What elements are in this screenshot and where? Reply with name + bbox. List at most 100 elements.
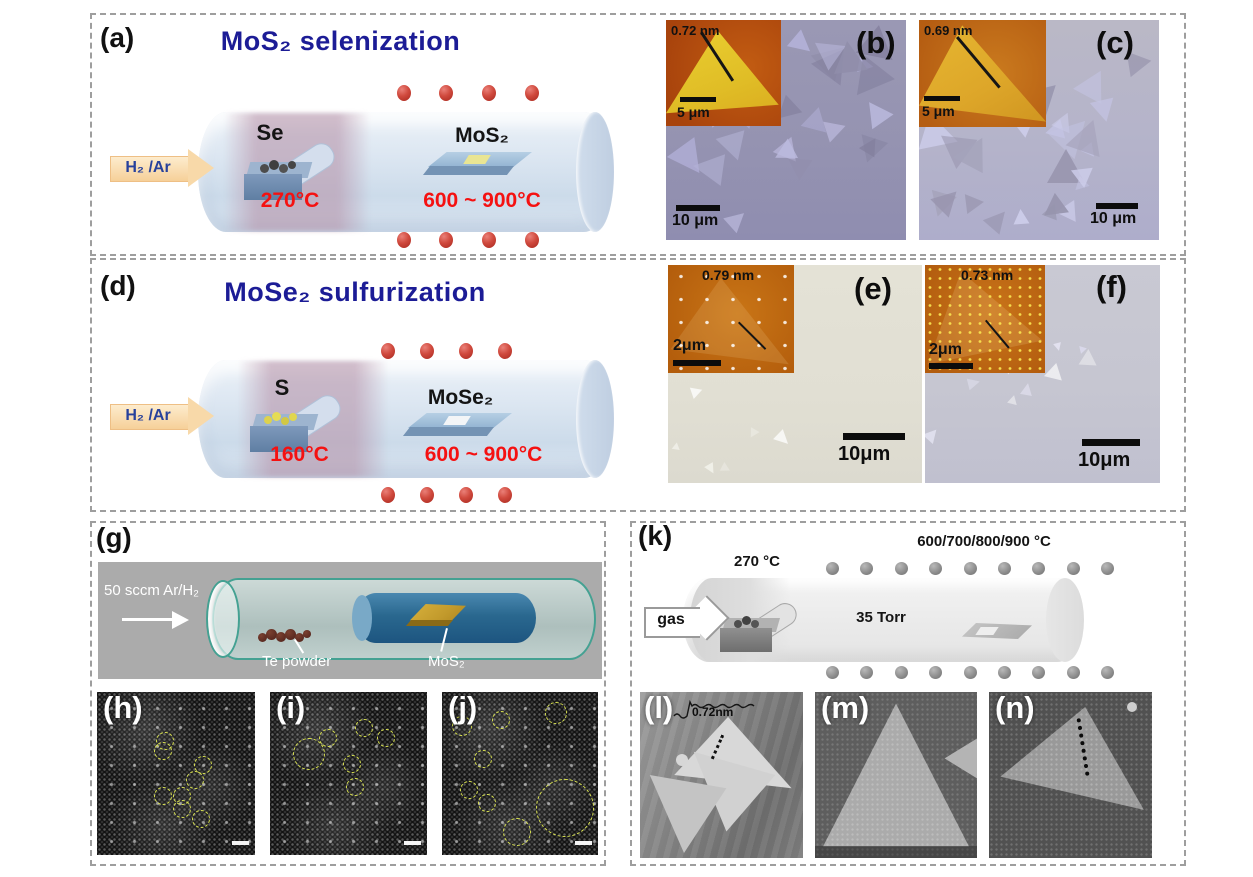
panel-n-label: (n) — [995, 690, 1035, 725]
defect-marker-circle — [536, 778, 595, 837]
precursor-pellet-k — [742, 616, 751, 625]
heater-dot-gray — [825, 665, 839, 679]
selenium-pellet — [288, 161, 296, 169]
scalebar-f — [1082, 439, 1140, 446]
scalebar-b — [676, 205, 720, 211]
heater-dot — [420, 343, 434, 359]
triangle-flake — [773, 429, 794, 450]
gas-arrow-d — [110, 404, 190, 430]
triangle-flake — [964, 192, 985, 215]
te-powder-label: Te powder — [262, 653, 332, 670]
inner-tube-opening-g — [352, 595, 372, 641]
triangle-flake — [715, 130, 753, 166]
afm-inset-e: 0.79 nm 2μm — [668, 265, 794, 373]
scalebar-i — [404, 841, 421, 845]
triangle-flake — [689, 384, 705, 400]
sample-label-a: MoS₂ — [455, 124, 509, 147]
heater-dot-gray — [1066, 665, 1080, 679]
crucible-d — [248, 376, 360, 458]
thickness-label-b: 0.72 nm — [671, 23, 720, 38]
heater-dot — [397, 85, 411, 101]
scalebar-j — [575, 841, 592, 845]
defect-marker-circle — [154, 787, 173, 806]
heater-dot-gray — [859, 665, 873, 679]
inset-scale-label-b: 5 μm — [677, 104, 710, 120]
inset-scalebar-f — [929, 363, 973, 369]
scalebar-h — [232, 841, 249, 845]
triangle-flake — [982, 203, 1014, 235]
selenium-pellet — [279, 164, 288, 173]
source-label-d: S — [274, 375, 290, 400]
gas-arrow-head-a — [188, 149, 214, 187]
flow-label-g: 50 sccm Ar/H₂ — [104, 582, 200, 599]
precursor-pellet-k — [751, 620, 759, 628]
heater-dot — [525, 232, 539, 248]
heater-dot — [498, 487, 512, 503]
heater-dot — [482, 85, 496, 101]
defect-marker-circle — [192, 810, 211, 829]
panel-m-label: (m) — [821, 690, 870, 725]
afm-inset-f: 0.73 nm 2μm — [925, 265, 1045, 373]
heater-dot — [439, 85, 453, 101]
gas-label-k: gas — [657, 611, 685, 628]
heater-dot-gray — [1100, 561, 1114, 575]
scale-label-f: 10μm — [1078, 449, 1131, 471]
gas-arrow-a — [110, 156, 190, 182]
defect-marker-circle — [544, 702, 567, 725]
defect-marker-circle — [478, 793, 497, 812]
te-powder-grain — [295, 633, 304, 642]
defect-marker-circle — [377, 728, 396, 747]
heater-dot — [482, 232, 496, 248]
panel-i-label: (i) — [276, 690, 306, 725]
afm-inset-c: 0.69 nm 5 μm — [919, 20, 1046, 127]
inset-scale-label-e: 2μm — [673, 337, 706, 354]
heater-dot — [459, 343, 473, 359]
mos2-sample-g — [405, 604, 470, 628]
zone-temp-a: 600 ~ 900°C — [423, 189, 541, 212]
panel-d-title: MoSe₂ sulfurization — [224, 277, 486, 307]
stem-image-h — [97, 692, 255, 855]
heater-dot — [459, 487, 473, 503]
sulfur-powder — [281, 417, 289, 425]
heater-dot-gray — [1066, 561, 1080, 575]
te-powder-grain — [258, 633, 267, 642]
heater-dot-gray — [997, 561, 1011, 575]
inset-scalebar-e — [673, 360, 721, 366]
heater-dot — [397, 232, 411, 248]
substrate-front-a — [422, 166, 514, 175]
heater-dot-gray — [997, 665, 1011, 679]
te-powder-grain — [266, 629, 277, 640]
triangle-flake — [925, 424, 942, 444]
stem-image-j — [442, 692, 598, 855]
triangle-flake — [746, 427, 760, 441]
tube-end-cap-d — [576, 360, 614, 478]
triangle-flake — [1012, 208, 1030, 225]
panel-a-title: MoS₂ selenization — [220, 26, 461, 56]
sulfur-powder — [264, 416, 272, 424]
mos2-sample-top-g — [410, 604, 466, 622]
heater-dot — [525, 85, 539, 101]
heater-dot — [420, 487, 434, 503]
te-powder-grain — [276, 632, 286, 642]
crucible-boat-front-k — [720, 628, 772, 652]
panel-l-label: (l) — [644, 690, 674, 725]
heater-dot-gray — [825, 561, 839, 575]
defect-marker-circle — [473, 749, 492, 768]
tube-end-cap-k — [1046, 578, 1084, 662]
particle-l — [676, 754, 688, 766]
sample-label-d: MoSe₂ — [427, 386, 494, 409]
sem-image-n — [989, 692, 1152, 858]
inset-scale-label-f: 2μm — [929, 341, 962, 358]
heater-dot-gray — [928, 665, 942, 679]
triangle-flake — [719, 461, 733, 475]
crucible-boat-front-a — [244, 174, 302, 200]
te-powder-grain — [285, 629, 296, 640]
flow-arrow-g — [122, 618, 174, 621]
defect-marker-circle — [293, 737, 326, 770]
heater-dot — [381, 487, 395, 503]
crucible-a — [242, 124, 354, 206]
te-powder-grain — [303, 630, 311, 638]
panel-e-label: (e) — [854, 271, 892, 306]
mos2-sample-edge-g — [405, 620, 453, 626]
